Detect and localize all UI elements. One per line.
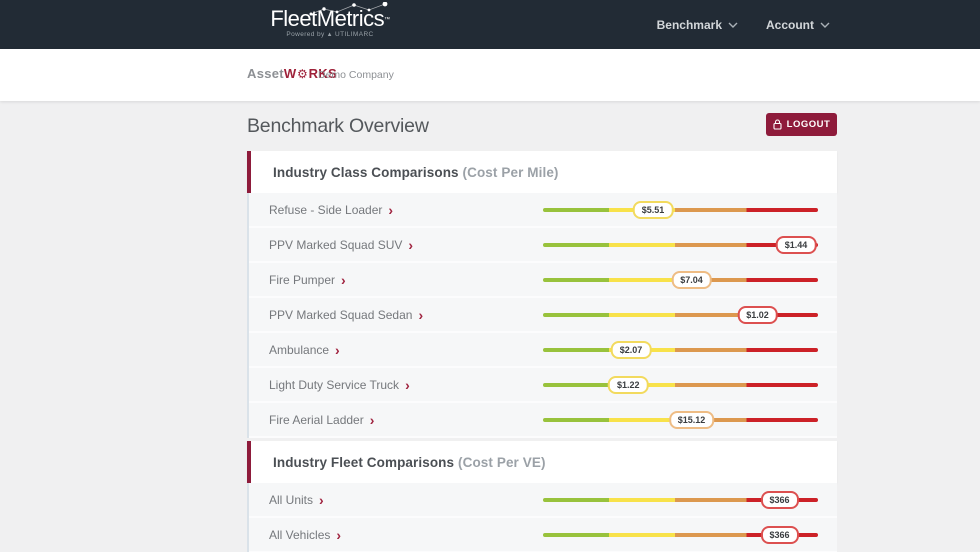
brand-name: FleetMetrics	[270, 6, 385, 31]
row-label: Fire Aerial Ladder	[269, 412, 364, 427]
gauge: $7.04	[543, 263, 818, 296]
chevron-right-icon: ›	[405, 376, 410, 393]
gauge-bar	[543, 347, 818, 352]
benchmark-row[interactable]: All Units › $366	[249, 483, 837, 518]
benchmark-row[interactable]: Fire Pumper › $7.04	[249, 263, 837, 298]
utilimarc-triangle-icon: ▲	[326, 31, 334, 38]
gauge: $1.02	[543, 298, 818, 331]
benchmark-row[interactable]: Fire Aerial Ladder › $15.12	[249, 403, 837, 438]
logout-label: LOGOUT	[786, 119, 831, 130]
trademark-symbol: ™	[384, 17, 390, 23]
chevron-right-icon: ›	[341, 271, 346, 288]
row-label: All Units	[269, 492, 314, 507]
benchmark-row[interactable]: PPV Marked Squad Sedan › $1.02	[249, 298, 837, 333]
benchmark-row[interactable]: All Vehicles › $366	[249, 518, 837, 552]
company-name: Demo Company	[318, 69, 394, 81]
constellation-icon	[309, 2, 388, 16]
gauge: $5.51	[543, 193, 818, 226]
powered-by-line: Powered by ▲ UTILIMARC	[267, 31, 393, 38]
benchmark-row[interactable]: PPV Marked Squad SUV › $1.44	[249, 228, 837, 263]
section-subtitle: (Cost Per VE)	[458, 454, 546, 470]
powered-by-text: Powered by	[286, 31, 325, 38]
row-label: Fire Pumper	[269, 272, 336, 287]
top-navbar: FleetMetrics™ Powered by ▲ UTILIMARC Ben…	[0, 0, 980, 49]
gauge-bar	[543, 532, 818, 537]
gauge: $1.22	[543, 368, 818, 401]
nav-menus: Benchmark Account	[657, 0, 830, 49]
nav-menu-account[interactable]: Account	[766, 18, 830, 32]
benchmark-row[interactable]: Light Duty Service Truck › $1.22	[249, 368, 837, 403]
chevron-right-icon: ›	[388, 201, 394, 218]
nav-menu-label: Account	[766, 17, 814, 32]
section-rows: All Units › $366 All Vehicles › $366	[247, 483, 837, 552]
gauge-value-badge: $366	[760, 490, 799, 509]
section-rows: Refuse - Side Loader › $5.51 PPV Marked …	[247, 193, 837, 438]
section-title: Industry Class Comparisons	[273, 164, 459, 180]
gauge-value-badge: $2.07	[610, 340, 652, 359]
chevron-right-icon: ›	[369, 411, 375, 428]
section-header: Industry Class Comparisons (Cost Per Mil…	[247, 151, 837, 193]
assetworks-logo: Asset W ⚙ RKS	[247, 66, 337, 81]
benchmark-section: Industry Class Comparisons (Cost Per Mil…	[247, 151, 837, 438]
assetworks-logo-asset: Asset	[247, 66, 284, 81]
gauge: $15.12	[543, 403, 818, 436]
gauge-value-badge: $5.51	[632, 200, 674, 219]
chevron-right-icon: ›	[408, 236, 414, 253]
gauge-value-badge: $7.04	[671, 270, 712, 289]
gauge: $1.44	[543, 228, 818, 261]
section-subtitle: (Cost Per Mile)	[462, 164, 559, 180]
nav-menu-label: Benchmark	[656, 17, 722, 32]
page-title: Benchmark Overview	[247, 115, 429, 137]
gauge: $2.07	[543, 333, 818, 366]
chevron-right-icon: ›	[418, 306, 424, 323]
gauge-value-badge: $1.02	[737, 305, 778, 324]
fleetmetrics-logo[interactable]: FleetMetrics™ Powered by ▲ UTILIMARC	[267, 2, 393, 38]
benchmark-section: Industry Fleet Comparisons (Cost Per VE)…	[247, 441, 837, 552]
utilimarc-text: UTILIMARC	[335, 31, 374, 38]
gauge-bar	[543, 207, 818, 212]
assetworks-logo-w: W	[283, 66, 297, 81]
row-label: Ambulance	[269, 342, 330, 357]
assetworks-logo-rks: RKS	[308, 66, 337, 81]
gauge-bar	[543, 242, 818, 247]
main-content: Benchmark Overview Industry Class Compar…	[0, 101, 837, 552]
section-title: Industry Fleet Comparisons	[273, 454, 455, 470]
gauge-bar	[543, 497, 818, 502]
lock-icon	[773, 119, 782, 130]
row-label: PPV Marked Squad Sedan	[269, 307, 413, 322]
chevron-right-icon: ›	[336, 526, 342, 543]
subheader-bar: Asset W ⚙ RKS Demo Company LOGOUT	[0, 49, 980, 136]
row-label: Refuse - Side Loader	[269, 202, 383, 217]
row-label: PPV Marked Squad SUV	[269, 237, 403, 252]
gauge-bar	[543, 312, 818, 317]
chevron-right-icon: ›	[335, 341, 340, 358]
nav-menu-benchmark[interactable]: Benchmark	[657, 18, 738, 32]
gauge-value-badge: $1.44	[775, 235, 817, 254]
logout-button[interactable]: LOGOUT	[766, 113, 837, 136]
gauge: $366	[543, 483, 818, 516]
chevron-right-icon: ›	[319, 491, 324, 508]
gauge: $366	[543, 518, 818, 551]
gauge-value-badge: $366	[760, 525, 799, 544]
section-header: Industry Fleet Comparisons (Cost Per VE)	[247, 441, 837, 483]
sections-container: Industry Class Comparisons (Cost Per Mil…	[247, 151, 837, 552]
fleetmetrics-logo-text: FleetMetrics™	[267, 2, 393, 31]
gauge-value-badge: $1.22	[607, 375, 649, 394]
gauge-value-badge: $15.12	[668, 410, 715, 429]
gauge-bar	[543, 382, 818, 387]
row-label: Light Duty Service Truck	[269, 377, 400, 392]
chevron-down-icon	[820, 22, 830, 28]
row-label: All Vehicles	[269, 527, 331, 542]
gear-icon: ⚙	[297, 66, 309, 81]
benchmark-row[interactable]: Refuse - Side Loader › $5.51	[249, 193, 837, 228]
benchmark-row[interactable]: Ambulance › $2.07	[249, 333, 837, 368]
chevron-down-icon	[728, 22, 738, 28]
